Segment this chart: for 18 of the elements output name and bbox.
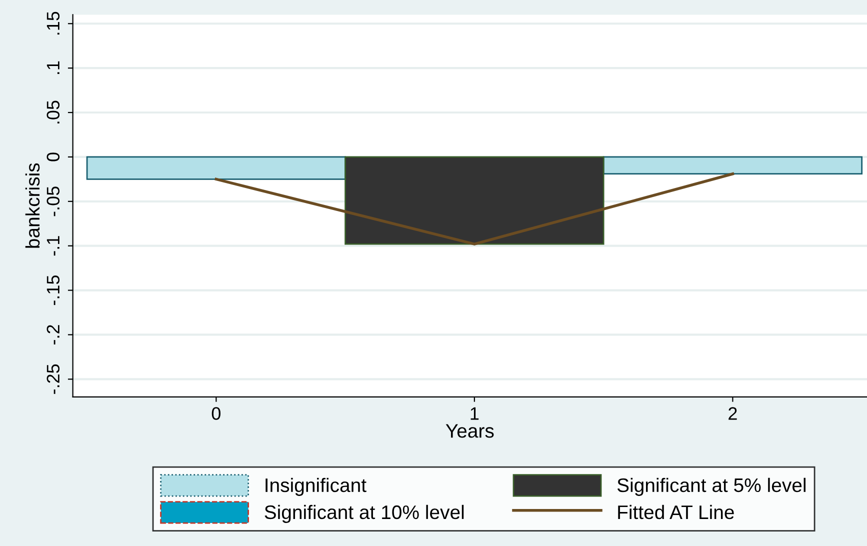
y-tick-label: -.1 bbox=[46, 236, 60, 256]
y-tick-label: -.05 bbox=[46, 186, 60, 216]
y-tick-label: .05 bbox=[46, 100, 60, 124]
y-tick-label: -.15 bbox=[46, 275, 60, 306]
y-tick-label: -.2 bbox=[46, 325, 60, 344]
y-tick-label: .1 bbox=[46, 61, 60, 74]
x-tick-label: 2 bbox=[728, 407, 737, 420]
y-tick-label: -.25 bbox=[46, 364, 60, 394]
y-tick-label: .15 bbox=[46, 12, 60, 35]
x-tick-label: 1 bbox=[470, 407, 479, 420]
legend-label: Significant at 10% level bbox=[264, 504, 464, 523]
x-tick-label: 0 bbox=[212, 407, 220, 420]
y-tick-label: 0 bbox=[46, 152, 60, 162]
y-axis-title: bankcrisis bbox=[25, 163, 40, 248]
legend-label: Fitted AT Line bbox=[618, 504, 734, 520]
legend-label: Insignificant bbox=[266, 478, 366, 496]
x-axis-title: Years bbox=[446, 424, 494, 438]
legend-label: Significant at 5% level bbox=[617, 478, 806, 496]
